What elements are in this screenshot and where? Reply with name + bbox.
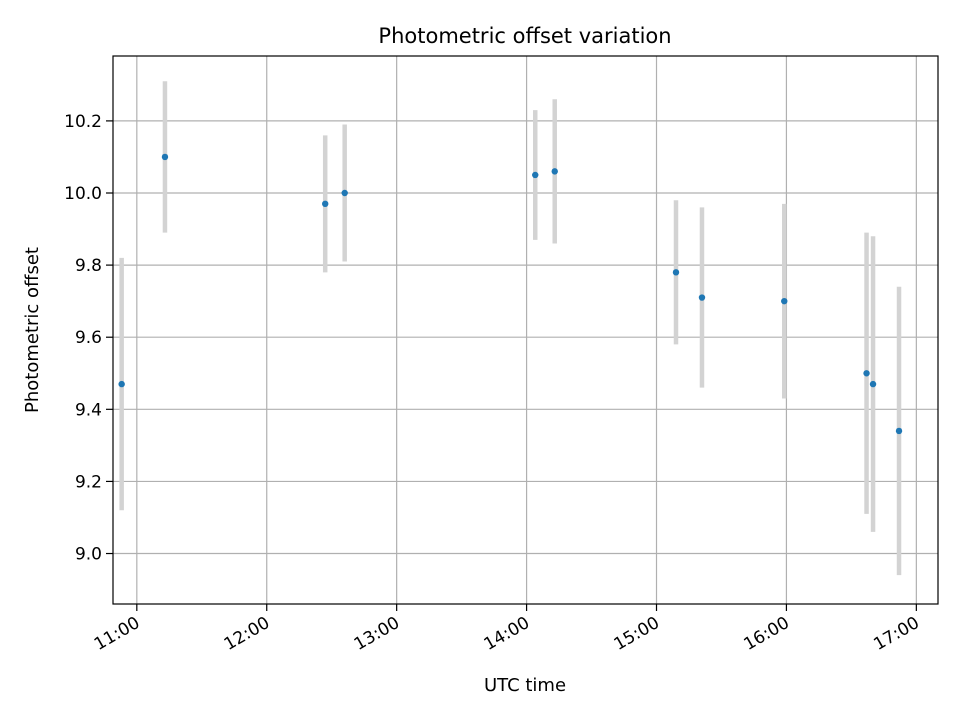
y-tick-label: 10.0	[64, 184, 102, 204]
y-axis-label: Photometric offset	[22, 247, 43, 413]
data-point	[781, 297, 788, 305]
y-axis-ticks: 9.0 9.2 9.4 9.6 9.8 10.0 10.2	[64, 112, 113, 565]
data-points	[118, 153, 903, 435]
data-point	[869, 380, 877, 388]
y-tick-label: 9.8	[75, 256, 102, 276]
data-point	[895, 427, 903, 435]
y-tick-label: 9.2	[75, 472, 102, 492]
x-axis-label: UTC time	[484, 675, 566, 696]
chart-title: Photometric offset variation	[378, 24, 671, 48]
data-point	[551, 168, 558, 175]
data-point	[161, 153, 169, 161]
data-point	[322, 200, 329, 208]
y-tick-label: 9.6	[75, 328, 102, 348]
y-tick-label: 10.2	[64, 112, 102, 132]
y-tick-label: 9.4	[75, 400, 102, 420]
data-point	[341, 189, 348, 197]
data-point	[118, 380, 125, 388]
data-point	[672, 269, 680, 276]
data-point	[532, 171, 539, 179]
plot-area-frame	[112, 55, 939, 605]
data-point	[863, 370, 870, 377]
data-point	[698, 294, 706, 301]
y-tick-label: 9.0	[75, 545, 102, 565]
